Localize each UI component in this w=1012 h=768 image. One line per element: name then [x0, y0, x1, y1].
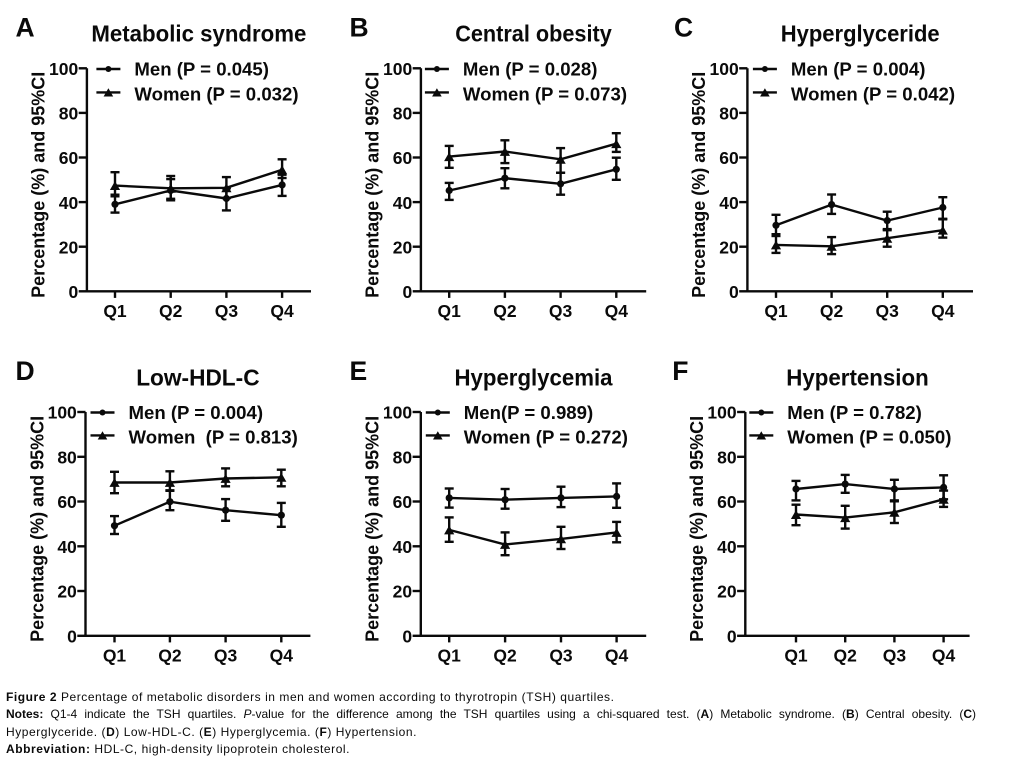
svg-text:Q1: Q1	[103, 645, 127, 665]
svg-text:Q1: Q1	[438, 645, 462, 665]
svg-text:Men (P = 0.782): Men (P = 0.782)	[787, 402, 922, 423]
svg-text:100: 100	[48, 403, 77, 423]
svg-text:Percentage (%) and 95%CI: Percentage (%) and 95%CI	[363, 72, 383, 298]
svg-text:Q4: Q4	[931, 301, 955, 321]
svg-text:100: 100	[383, 59, 412, 79]
svg-text:20: 20	[393, 237, 413, 257]
svg-text:Central obesity: Central obesity	[455, 21, 612, 47]
svg-text:Percentage (%) and 95%CI: Percentage (%) and 95%CI	[687, 416, 707, 642]
svg-text:Q2: Q2	[820, 301, 844, 321]
svg-text:0: 0	[67, 627, 77, 647]
svg-text:Hypertension: Hypertension	[786, 364, 928, 390]
svg-text:60: 60	[393, 492, 413, 512]
svg-text:0: 0	[729, 282, 739, 302]
svg-text:Q4: Q4	[605, 301, 629, 321]
svg-text:60: 60	[57, 492, 77, 512]
svg-text:A: A	[16, 13, 35, 43]
svg-text:Q3: Q3	[549, 301, 573, 321]
svg-text:Men (P = 0.028): Men (P = 0.028)	[463, 59, 598, 80]
svg-text:Q4: Q4	[605, 645, 629, 665]
svg-text:80: 80	[59, 104, 79, 124]
svg-text:20: 20	[719, 237, 739, 257]
svg-text:Men (P = 0.004): Men (P = 0.004)	[129, 402, 264, 423]
svg-text:Q3: Q3	[883, 645, 907, 665]
svg-text:Percentage (%) and 95%CI: Percentage (%) and 95%CI	[363, 416, 383, 642]
svg-text:100: 100	[383, 403, 412, 423]
svg-text:0: 0	[402, 627, 412, 647]
svg-text:Women (P = 0.813): Women (P = 0.813)	[129, 426, 298, 447]
svg-text:Men (P = 0.045): Men (P = 0.045)	[134, 59, 269, 80]
svg-text:Percentage (%) and 95%CI: Percentage (%) and 95%CI	[29, 72, 49, 298]
svg-text:E: E	[350, 356, 368, 386]
svg-text:B: B	[350, 13, 369, 43]
svg-text:Percentage (%) and 95%CI: Percentage (%) and 95%CI	[27, 416, 47, 642]
svg-text:40: 40	[719, 193, 739, 213]
svg-text:40: 40	[59, 193, 79, 213]
svg-text:40: 40	[57, 537, 77, 557]
svg-text:20: 20	[59, 237, 79, 257]
svg-text:80: 80	[393, 448, 413, 468]
svg-text:Men(P = 0.989): Men(P = 0.989)	[464, 402, 593, 423]
svg-text:Q2: Q2	[493, 301, 517, 321]
svg-text:F: F	[672, 356, 688, 386]
svg-text:Men (P = 0.004): Men (P = 0.004)	[791, 59, 926, 80]
svg-text:80: 80	[393, 104, 413, 124]
svg-text:Q1: Q1	[103, 301, 127, 321]
svg-text:Q4: Q4	[270, 645, 294, 665]
svg-text:Q3: Q3	[214, 645, 238, 665]
svg-text:Women (P = 0.042): Women (P = 0.042)	[791, 83, 955, 104]
svg-text:Percentage (%) and 95%CI: Percentage (%) and 95%CI	[689, 72, 709, 298]
svg-text:Q4: Q4	[932, 645, 956, 665]
svg-text:Hyperglycemia: Hyperglycemia	[455, 364, 614, 390]
svg-text:80: 80	[57, 448, 77, 468]
svg-text:20: 20	[57, 582, 77, 602]
svg-text:80: 80	[717, 448, 737, 468]
svg-text:60: 60	[59, 148, 79, 168]
svg-text:Q1: Q1	[764, 301, 788, 321]
svg-text:80: 80	[719, 104, 739, 124]
svg-text:40: 40	[717, 537, 737, 557]
svg-text:Q2: Q2	[834, 645, 858, 665]
svg-text:40: 40	[393, 193, 413, 213]
svg-text:0: 0	[727, 627, 737, 647]
svg-text:Women (P = 0.032): Women (P = 0.032)	[134, 83, 298, 104]
svg-text:40: 40	[393, 537, 413, 557]
svg-text:60: 60	[717, 492, 737, 512]
svg-text:20: 20	[393, 582, 413, 602]
svg-text:60: 60	[393, 148, 413, 168]
svg-text:Q3: Q3	[876, 301, 900, 321]
svg-text:Metabolic syndrome: Metabolic syndrome	[91, 21, 306, 47]
svg-text:D: D	[16, 356, 35, 386]
svg-text:Low-HDL-C: Low-HDL-C	[136, 364, 260, 390]
svg-text:Women (P = 0.050): Women (P = 0.050)	[787, 426, 951, 447]
svg-text:C: C	[674, 13, 693, 43]
svg-text:Women (P = 0.272): Women (P = 0.272)	[464, 426, 628, 447]
svg-text:Q2: Q2	[159, 301, 183, 321]
svg-text:Q3: Q3	[215, 301, 239, 321]
svg-text:60: 60	[719, 148, 739, 168]
svg-text:100: 100	[709, 59, 738, 79]
svg-text:Women (P = 0.073): Women (P = 0.073)	[463, 83, 627, 104]
svg-text:Q2: Q2	[493, 645, 517, 665]
svg-text:Q4: Q4	[270, 301, 294, 321]
svg-text:Hyperglyceride: Hyperglyceride	[781, 21, 940, 47]
svg-text:Q3: Q3	[549, 645, 573, 665]
svg-text:Q2: Q2	[158, 645, 182, 665]
svg-text:100: 100	[707, 403, 736, 423]
svg-text:0: 0	[402, 282, 412, 302]
svg-text:Q1: Q1	[438, 301, 462, 321]
svg-text:0: 0	[68, 282, 78, 302]
svg-text:20: 20	[717, 582, 737, 602]
svg-text:Q1: Q1	[784, 645, 808, 665]
svg-text:100: 100	[49, 59, 78, 79]
